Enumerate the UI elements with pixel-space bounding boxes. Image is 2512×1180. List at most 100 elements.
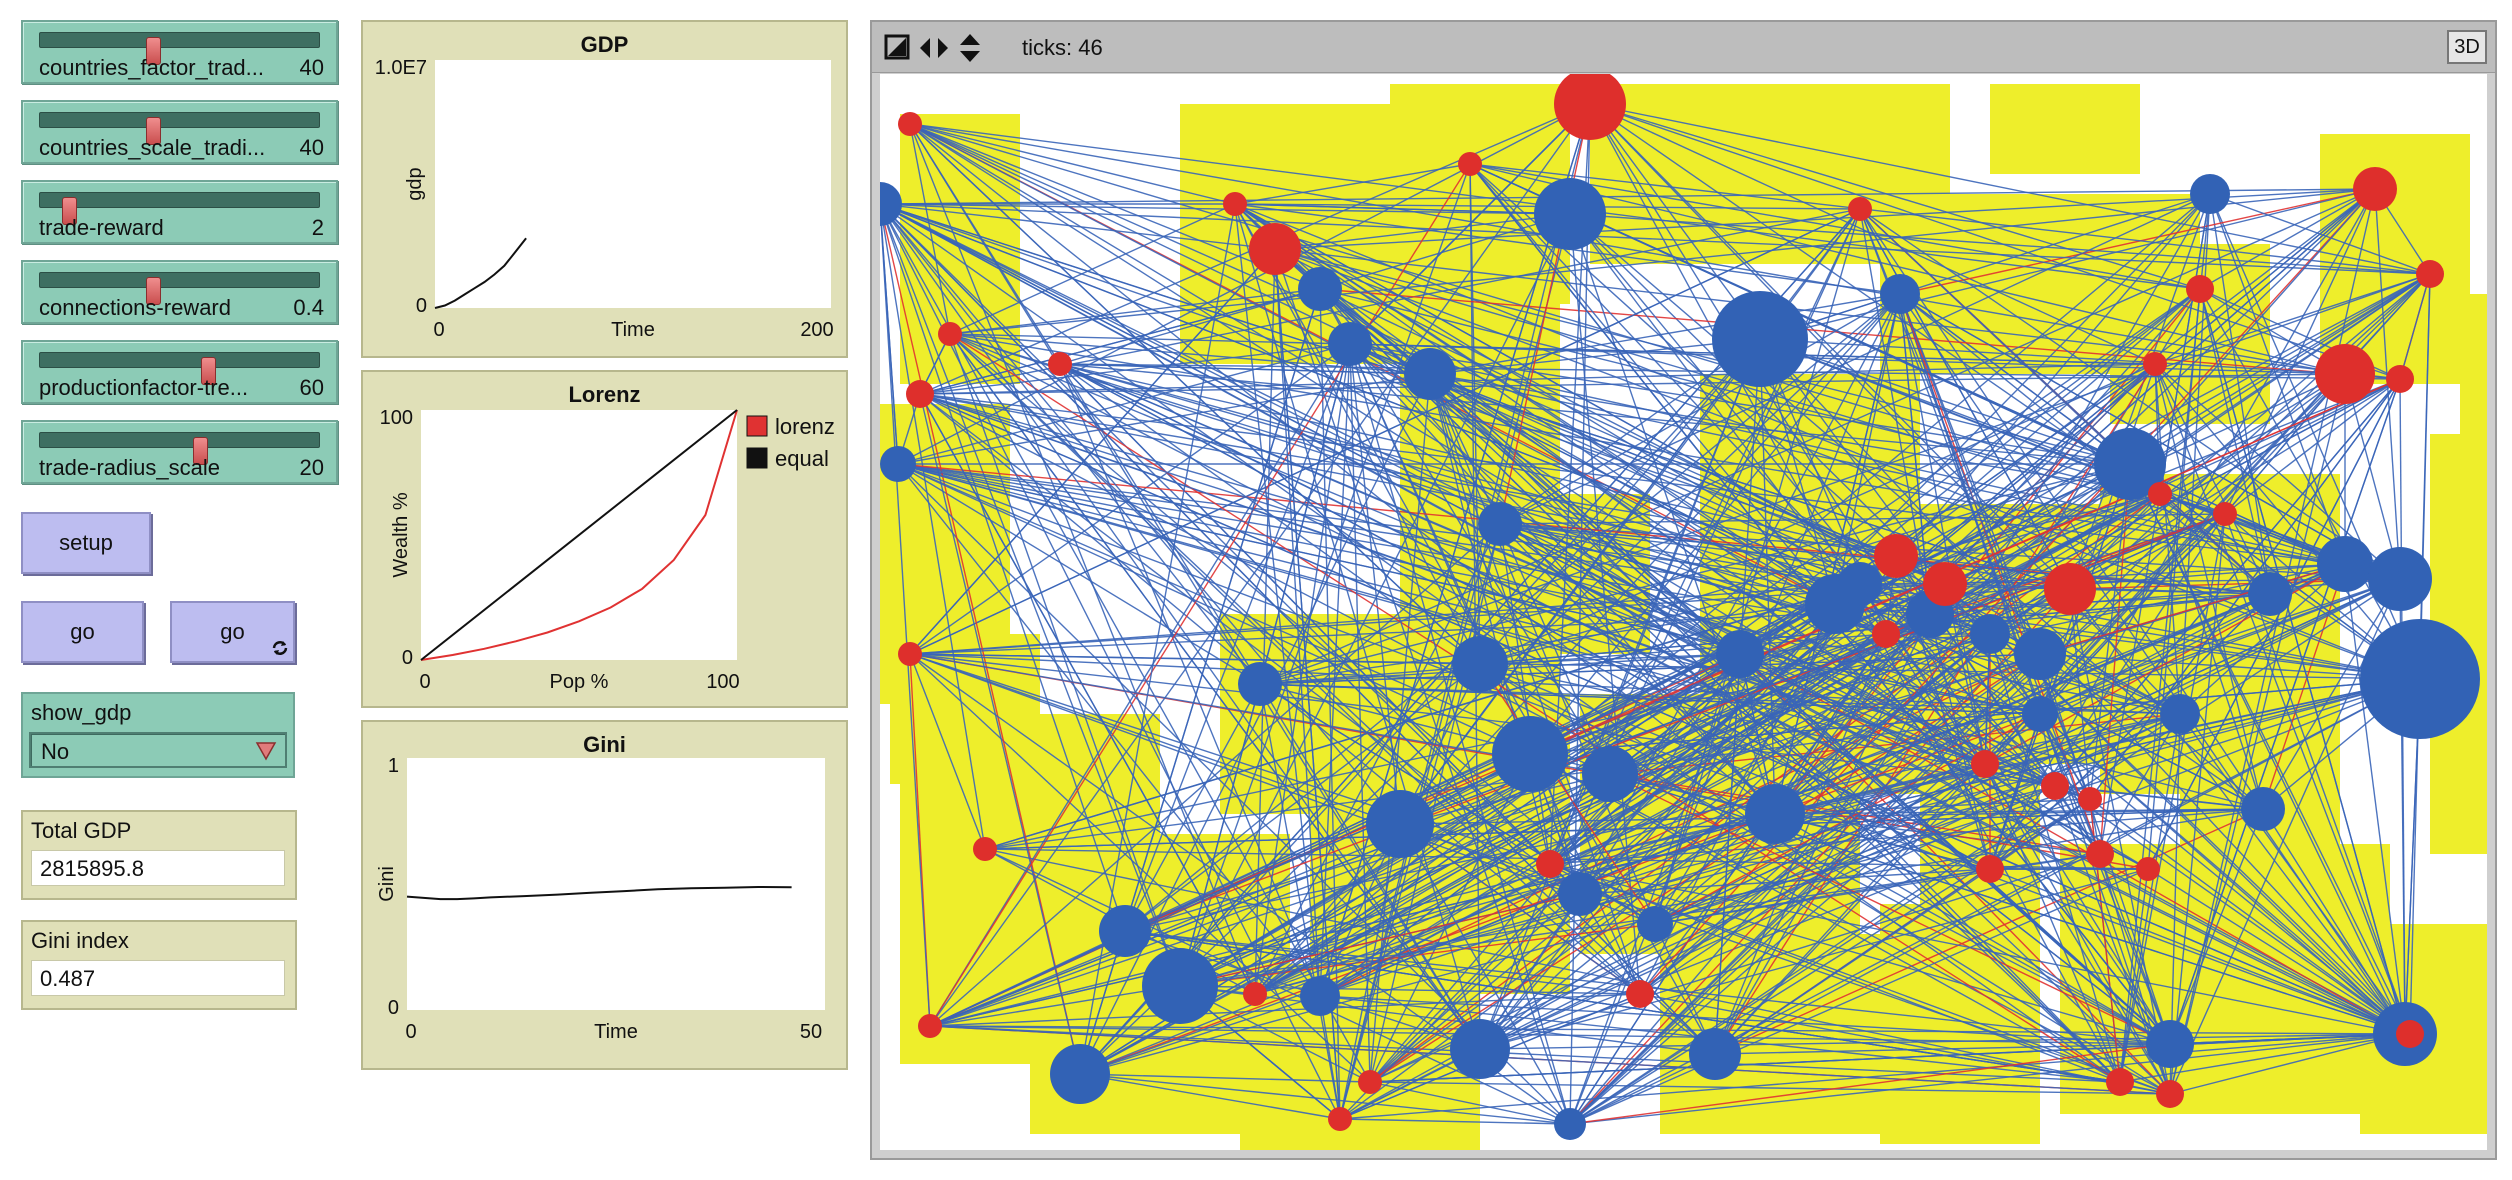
- trade-link: [1759, 193, 2211, 340]
- y-tick-label: 100: [380, 407, 413, 429]
- show-gdp-select[interactable]: No: [29, 732, 287, 768]
- trade-link: [1885, 633, 2041, 715]
- horizontal-arrows-icon[interactable]: [918, 34, 950, 62]
- country-agent: [2041, 772, 2069, 800]
- country-agent: [2213, 502, 2237, 526]
- trade-link: [880, 203, 1081, 1075]
- trade-link: [1549, 863, 2121, 1083]
- slider-handle[interactable]: [61, 197, 77, 225]
- zoom-icon[interactable]: [884, 34, 912, 62]
- slider-value: 40: [299, 55, 324, 80]
- country-agent: [1626, 980, 1654, 1008]
- slider[interactable]: connections-reward 0.4: [21, 260, 338, 324]
- trade-link: [1079, 373, 1431, 1075]
- trade-link: [1569, 213, 2101, 855]
- trade-link: [2399, 273, 2431, 380]
- trade-link: [2154, 363, 2264, 810]
- 3d-label: 3D: [2454, 35, 2480, 58]
- trade-link: [1579, 868, 1991, 895]
- trade-link: [897, 463, 2411, 1035]
- 3d-button[interactable]: 3D: [2447, 30, 2487, 64]
- trade-link: [2224, 188, 2376, 515]
- country-agent: [2148, 482, 2172, 506]
- slider[interactable]: productionfactor-tre... 60: [21, 340, 338, 404]
- y-tick-label: 0: [388, 997, 399, 1019]
- country-agent: [2106, 1068, 2134, 1096]
- trade-link: [1369, 363, 2156, 1083]
- country-agent: [1243, 982, 1267, 1006]
- trade-link: [1399, 823, 1571, 1125]
- vertical-arrows-icon[interactable]: [956, 32, 984, 64]
- go-once-button[interactable]: go: [21, 601, 144, 663]
- x-tick-label: 50: [800, 1021, 822, 1043]
- trade-link: [1759, 338, 1776, 815]
- trade-link: [1234, 203, 2041, 655]
- trade-link: [2099, 713, 2181, 855]
- country-agent: [1536, 850, 1564, 878]
- world-view[interactable]: ticks: 46 3D: [870, 20, 2497, 1160]
- legend-label: lorenz: [775, 414, 835, 439]
- y-axis-label: gdp: [404, 167, 426, 200]
- slider-handle[interactable]: [145, 277, 161, 305]
- patch: [1180, 104, 1420, 364]
- trade-link: [1059, 363, 1581, 895]
- trade-link: [1479, 663, 1656, 925]
- trade-link: [909, 123, 1321, 290]
- slider-track[interactable]: [39, 432, 320, 465]
- trade-link: [1569, 373, 2346, 1125]
- trade-link: [1549, 653, 1741, 865]
- trade-link: [919, 393, 2171, 1045]
- country-agent: [1712, 291, 1808, 387]
- country-agent: [2143, 352, 2167, 376]
- trade-link: [1349, 343, 1986, 765]
- trade-link: [1714, 513, 2226, 1055]
- country-agent: [973, 837, 997, 861]
- trade-link: [1469, 163, 2346, 375]
- trade-link: [2169, 378, 2401, 1045]
- setup-button[interactable]: setup: [21, 512, 151, 574]
- country-agent: [2315, 344, 2375, 404]
- slider-handle[interactable]: [201, 357, 217, 385]
- slider[interactable]: countries_factor_trad... 40: [21, 20, 338, 84]
- plot-title: Gini: [583, 732, 626, 757]
- trade-link: [919, 208, 1861, 395]
- trade-link: [1549, 863, 2406, 1035]
- slider-handle[interactable]: [145, 117, 161, 145]
- trade-link: [1234, 203, 1321, 997]
- trade-link: [2169, 808, 2264, 1045]
- trade-link: [1549, 863, 2171, 1045]
- slider-track[interactable]: [39, 352, 320, 385]
- trade-link: [1899, 293, 1986, 765]
- slider[interactable]: countries_scale_tradi... 40: [21, 100, 338, 164]
- trade-link: [2147, 868, 2411, 1035]
- trade-link: [1079, 1073, 1371, 1083]
- slider-track[interactable]: [39, 32, 320, 65]
- country-agent: [1458, 152, 1482, 176]
- slider-handle[interactable]: [145, 37, 161, 65]
- country-agent: [880, 182, 902, 226]
- trade-link: [1319, 103, 1591, 997]
- slider[interactable]: trade-radius_scale 20: [21, 420, 338, 484]
- trade-link: [1469, 163, 1836, 605]
- slider[interactable]: trade-reward 2: [21, 180, 338, 244]
- y-tick-label: 1.0E7: [375, 57, 427, 79]
- trade-link: [1319, 995, 1341, 1120]
- trade-link: [2154, 363, 2411, 1035]
- slider-track[interactable]: [39, 272, 320, 305]
- slider-handle[interactable]: [193, 437, 209, 465]
- y-tick-label: 0: [402, 647, 413, 669]
- country-agent: [906, 380, 934, 408]
- country-agent: [1050, 1044, 1110, 1104]
- show-gdp-chooser[interactable]: show_gdp No: [21, 692, 295, 778]
- slider-track[interactable]: [39, 112, 320, 145]
- trade-link: [1479, 893, 1581, 1050]
- country-agent: [2248, 572, 2292, 616]
- country-agent: [1689, 1028, 1741, 1080]
- trade-link: [1834, 603, 1986, 765]
- go-forever-button[interactable]: go: [170, 601, 295, 663]
- trade-link: [2419, 273, 2431, 680]
- trade-link: [880, 203, 986, 850]
- slider-track[interactable]: [39, 192, 320, 225]
- x-tick-label: 100: [706, 671, 739, 693]
- trade-link: [2089, 378, 2401, 800]
